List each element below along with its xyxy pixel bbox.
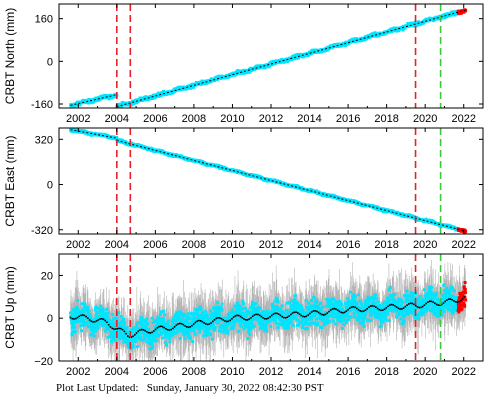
plot-frame [58,3,484,109]
data-point [107,97,111,101]
x-tick-label: 2004 [105,113,129,125]
plot-area [69,8,468,108]
x-tick-label: 2010 [220,113,244,125]
y-tick-label: 0 [47,180,53,192]
plot-area [69,128,468,234]
panel-2: 2002 2004 2006 2008 2010 2012 2014 2016 2018 2020… [3,127,484,251]
y-axis-label: CRBT North (mm) [3,8,17,104]
y-tick-label: -320 [31,225,53,237]
x-tick-label: 2016 [336,113,360,125]
x-tick-label: 2008 [182,113,206,125]
series-segment-2 [115,8,468,108]
x-tick-label: 2004 [105,239,129,251]
x-tick-label: 2018 [374,113,398,125]
data-point [78,103,82,107]
plot-area [69,260,468,361]
data-point [413,20,417,24]
trend-line [116,9,466,108]
data-point [300,186,304,190]
x-tick-label: 2006 [143,113,167,125]
series-segment-2 [115,137,468,234]
y-tick-label: 160 [35,14,53,26]
x-tick-label: 2014 [297,239,321,251]
x-tick-label: 2022 [451,113,475,125]
series-segment-1 [69,128,119,141]
y-tick-label: -160 [31,99,53,111]
x-tick-label: 2002 [66,113,90,125]
x-tick-label: 2018 [374,239,398,251]
x-tick-label: 2020 [413,113,437,125]
data-point [144,95,148,99]
data-point [291,54,295,58]
x-tick-label: 2008 [182,239,206,251]
x-tick-label: 2012 [259,113,283,125]
x-tick-label: 2006 [143,239,167,251]
data-point [401,28,405,32]
data-point [157,94,161,98]
y-axis-label: CRBT East (mm) [3,135,17,226]
panel-1: 2002 2004 2006 2008 2010 2012 2014 2016 2018 2020… [3,3,484,125]
x-tick-label: 2014 [297,113,321,125]
x-tick-label: 2012 [259,239,283,251]
y-tick-label: 0 [47,56,53,68]
data-point [192,85,196,89]
x-tick-label: 2022 [451,239,475,251]
x-tick-label: 2010 [220,239,244,251]
y-tick-label: 320 [35,134,53,146]
x-tick-label: 2016 [336,239,360,251]
trend-line [116,139,466,232]
series-segment-1 [69,92,119,108]
x-tick-label: 2020 [413,239,437,251]
panel-3: 2002 2004 2006 2008 2010 2012 2014 2016 2018 2020… [3,253,484,378]
x-tick-label: 2002 [66,239,90,251]
